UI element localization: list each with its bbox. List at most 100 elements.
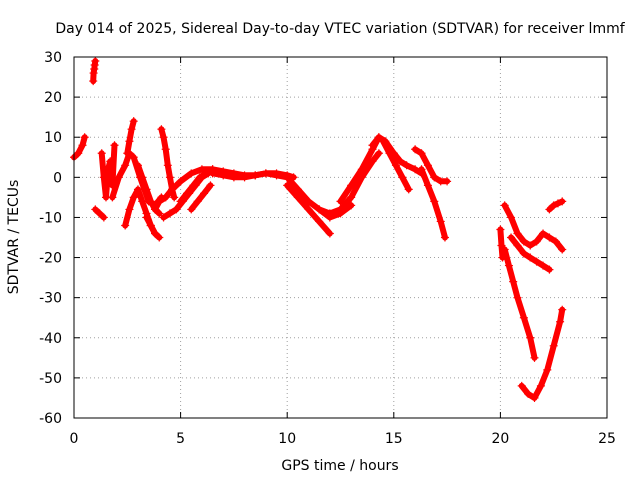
y-axis-label: SDTVAR / TECUs [6, 180, 22, 295]
trace-t28 [545, 197, 567, 214]
data-point [526, 253, 535, 262]
data-point [161, 145, 170, 154]
data-point [304, 197, 313, 206]
data-point [129, 153, 138, 162]
data-point [293, 185, 302, 194]
data-point [176, 177, 185, 186]
data-point [549, 201, 558, 210]
data-point [155, 197, 164, 206]
data-point [142, 213, 151, 222]
ticks: 0 5 10 15 20 25 30 20 10 0 -10 -20 -30 -40 -50 -60 [39, 50, 616, 447]
trace-t15 [208, 149, 383, 218]
data-point [121, 161, 130, 170]
data-point [157, 125, 166, 134]
data-point [558, 305, 567, 314]
data-point [374, 149, 383, 158]
data-point [558, 245, 567, 254]
trace-t23 [496, 225, 507, 262]
x-tick-label: 0 [70, 431, 79, 447]
data-point [133, 185, 142, 194]
data-point [229, 173, 238, 182]
data-point [391, 161, 400, 170]
data-point [165, 209, 174, 218]
data-point [197, 165, 206, 174]
trace-t9 [142, 213, 164, 242]
x-tick-label: 15 [385, 431, 403, 447]
data-point [411, 145, 420, 154]
y-tick-label: 10 [44, 130, 62, 146]
data-point [436, 217, 445, 226]
trace-t2 [89, 57, 100, 86]
data-point [146, 221, 155, 230]
trace-t4 [97, 141, 119, 202]
trace-line [188, 182, 214, 213]
data-point [165, 173, 174, 182]
data-point [402, 161, 411, 170]
data-point [208, 169, 217, 178]
data-point [532, 257, 541, 266]
data-point [398, 173, 407, 182]
data-point [500, 245, 509, 254]
data-point [106, 157, 115, 166]
plot-frame [73, 56, 608, 419]
data-point [526, 241, 535, 250]
data-point [509, 277, 518, 286]
data-point [315, 217, 324, 226]
data-point [89, 69, 98, 78]
data-point [125, 137, 134, 146]
y-tick-label: -20 [39, 251, 62, 267]
trace-t24 [500, 201, 567, 254]
data-point [159, 213, 168, 222]
data-point [163, 161, 172, 170]
data-point [347, 181, 356, 190]
data-point [507, 213, 516, 222]
data-point [91, 205, 100, 214]
data-point [91, 57, 100, 66]
data-point [549, 341, 558, 350]
data-point [251, 171, 260, 180]
data-point [519, 313, 528, 322]
data-point [155, 209, 164, 218]
x-tick-label: 10 [278, 431, 296, 447]
data-point [440, 233, 449, 242]
trace-line [124, 118, 137, 157]
data-point [108, 193, 117, 202]
data-point [129, 117, 138, 126]
y-tick-label: 30 [44, 50, 62, 66]
data-point [545, 205, 554, 214]
data-point [543, 365, 552, 374]
data-point [558, 197, 567, 206]
trace-line [546, 198, 566, 213]
data-point [385, 149, 394, 158]
data-point [125, 205, 134, 214]
data-point [283, 173, 292, 182]
y-tick-label: -40 [39, 331, 62, 347]
data-point [189, 181, 198, 190]
y-tick-label: -50 [39, 371, 62, 387]
trace-line [316, 202, 355, 221]
trace-t13 [176, 165, 217, 206]
trace-t20 [379, 137, 413, 194]
x-tick-label: 5 [176, 431, 185, 447]
data-point [513, 229, 522, 238]
y-tick-label: 0 [53, 170, 62, 186]
trace-t27 [507, 233, 554, 274]
data-point [97, 149, 106, 158]
data-point [530, 393, 539, 402]
data-point [530, 353, 539, 362]
data-point [261, 169, 270, 178]
data-point [513, 241, 522, 250]
data-point [151, 205, 160, 214]
trace-t7 [123, 117, 138, 158]
data-point [138, 197, 147, 206]
data-point [240, 173, 249, 182]
data-point [396, 157, 405, 166]
trace-t26 [517, 305, 567, 402]
data-point [336, 197, 345, 206]
trace-t3 [91, 205, 108, 222]
y-tick-label: 20 [44, 90, 62, 106]
x-tick-label: 20 [491, 431, 509, 447]
data-point [176, 197, 185, 206]
data-point [507, 233, 516, 242]
data-point [193, 197, 202, 206]
